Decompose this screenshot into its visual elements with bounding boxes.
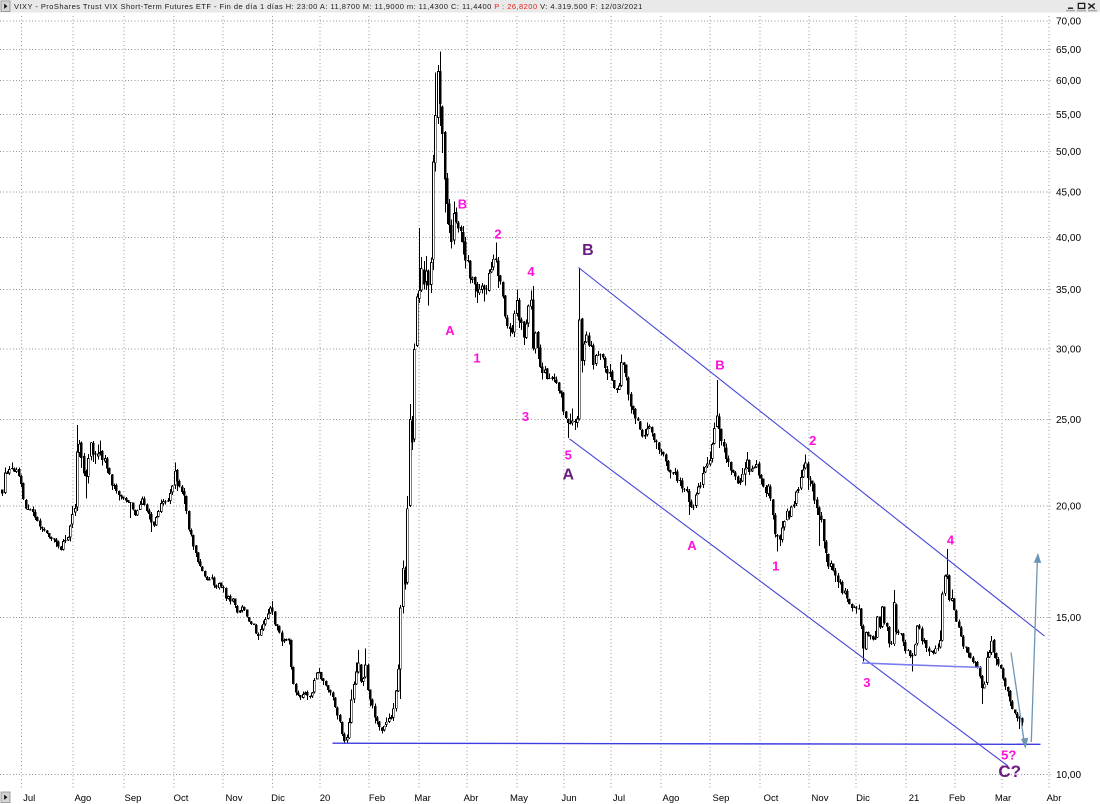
svg-text:Oct: Oct (174, 793, 189, 804)
svg-text:Dic: Dic (856, 793, 870, 804)
svg-text:5?: 5? (1001, 748, 1016, 763)
svg-text:1: 1 (473, 351, 480, 366)
svg-text:55,00: 55,00 (1056, 110, 1081, 121)
svg-text:30,00: 30,00 (1056, 345, 1081, 356)
svg-text:Abr: Abr (464, 793, 479, 804)
svg-text:Nov: Nov (226, 793, 243, 804)
svg-text:A: A (563, 467, 575, 484)
svg-text:Mar: Mar (995, 793, 1011, 804)
svg-text:50,00: 50,00 (1056, 147, 1081, 158)
svg-text:45,00: 45,00 (1056, 188, 1081, 199)
svg-text:Abr: Abr (1047, 793, 1062, 804)
svg-text:4: 4 (527, 264, 535, 279)
svg-text:3: 3 (863, 675, 870, 690)
svg-text:Jul: Jul (613, 793, 625, 804)
svg-text:Mar: Mar (414, 793, 430, 804)
svg-text:20: 20 (320, 793, 331, 804)
svg-text:C?: C? (998, 762, 1021, 781)
svg-text:60,00: 60,00 (1056, 76, 1081, 87)
svg-text:A: A (687, 538, 697, 553)
svg-text:65,00: 65,00 (1056, 45, 1081, 56)
svg-text:Nov: Nov (812, 793, 829, 804)
svg-text:Oct: Oct (764, 793, 779, 804)
svg-text:2: 2 (494, 227, 501, 242)
svg-text:Ago: Ago (74, 793, 91, 804)
svg-text:B: B (715, 358, 724, 373)
svg-text:VIXY - ProShares Trust VIX Sho: VIXY - ProShares Trust VIX Short-Term Fu… (14, 2, 643, 11)
svg-text:May: May (510, 793, 528, 804)
svg-text:2: 2 (809, 433, 816, 448)
svg-text:Feb: Feb (949, 793, 965, 804)
svg-text:20,00: 20,00 (1056, 502, 1081, 513)
svg-text:25,00: 25,00 (1056, 415, 1081, 426)
svg-text:5: 5 (565, 447, 572, 462)
svg-text:21: 21 (909, 793, 920, 804)
svg-text:15,00: 15,00 (1056, 613, 1081, 624)
svg-text:70,00: 70,00 (1056, 17, 1081, 28)
svg-text:Sep: Sep (713, 793, 730, 804)
svg-text:A: A (445, 323, 455, 338)
svg-text:1: 1 (772, 559, 779, 574)
svg-text:B: B (458, 197, 467, 212)
svg-text:Feb: Feb (369, 793, 385, 804)
svg-text:Sep: Sep (125, 793, 142, 804)
svg-text:40,00: 40,00 (1056, 233, 1081, 244)
svg-text:Jun: Jun (561, 793, 576, 804)
svg-text:B: B (582, 242, 594, 259)
svg-text:Jul: Jul (23, 793, 35, 804)
svg-text:10,00: 10,00 (1056, 770, 1081, 781)
svg-text:4: 4 (947, 533, 955, 548)
svg-text:Ago: Ago (663, 793, 680, 804)
svg-text:35,00: 35,00 (1056, 285, 1081, 296)
svg-text:3: 3 (522, 409, 529, 424)
svg-text:Dic: Dic (271, 793, 285, 804)
